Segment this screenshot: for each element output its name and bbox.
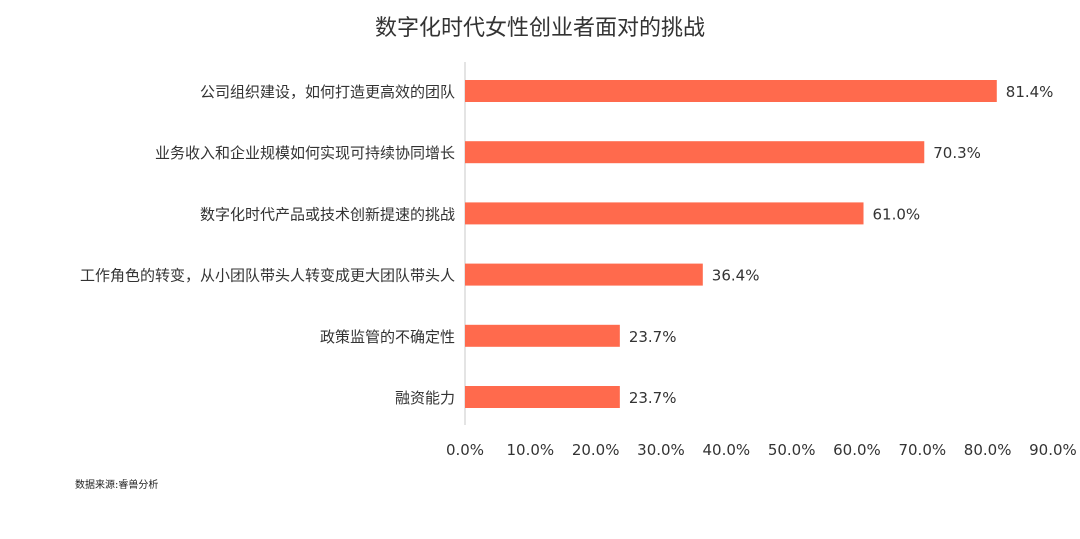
x-tick-label: 20.0%: [572, 441, 620, 459]
x-tick-label: 60.0%: [833, 441, 881, 459]
category-label: 工作角色的转变，从小团队带头人转变成更大团队带头人: [80, 267, 455, 285]
value-label: 36.4%: [712, 267, 760, 285]
value-label: 81.4%: [1006, 83, 1054, 101]
x-tick-label: 90.0%: [1029, 441, 1077, 459]
category-label: 政策监管的不确定性: [320, 328, 455, 346]
bar: [465, 80, 997, 102]
bar: [465, 324, 620, 347]
value-label: 23.7%: [629, 328, 677, 346]
x-tick-label: 0.0%: [446, 441, 484, 459]
chart-title: 数字化时代女性创业者面对的挑战: [374, 16, 705, 41]
bar: [465, 386, 620, 408]
category-label: 数字化时代产品或技术创新提速的挑战: [200, 205, 455, 223]
x-tick-label: 40.0%: [702, 441, 750, 459]
x-tick-label: 50.0%: [768, 441, 816, 459]
value-label: 23.7%: [629, 389, 677, 407]
source-note: 数据来源:睿兽分析: [75, 480, 159, 491]
x-tick-label: 10.0%: [507, 441, 555, 459]
x-tick-label: 70.0%: [898, 441, 946, 459]
bar: [465, 263, 703, 286]
bar: [465, 141, 925, 164]
category-label: 业务收入和企业规模如何实现可持续协同增长: [155, 144, 455, 162]
bar: [465, 202, 864, 225]
category-label: 融资能力: [395, 389, 455, 407]
category-label: 公司组织建设，如何打造更高效的团队: [200, 83, 455, 101]
x-tick-label: 30.0%: [637, 441, 685, 459]
x-tick-label: 80.0%: [964, 441, 1012, 459]
value-label: 61.0%: [873, 205, 921, 223]
value-label: 70.3%: [933, 144, 981, 162]
